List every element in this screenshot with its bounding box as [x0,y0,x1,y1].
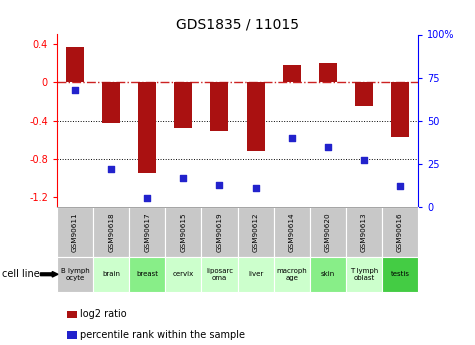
Bar [346,257,382,292]
Bar [66,47,84,82]
Text: skin: skin [321,271,335,277]
Text: GSM90613: GSM90613 [361,212,367,252]
Text: B lymph
ocyte: B lymph ocyte [61,268,89,281]
Bar [382,257,418,292]
Title: GDS1835 / 11015: GDS1835 / 11015 [176,18,299,32]
Bar [201,207,238,257]
Bar [165,207,201,257]
Bar [129,207,165,257]
Bar [165,257,201,292]
Text: percentile rank within the sample: percentile rank within the sample [80,330,245,339]
Text: GSM90614: GSM90614 [289,212,294,252]
Text: GSM90611: GSM90611 [72,212,78,252]
Point [324,144,332,149]
Bar [238,207,274,257]
Bar [319,63,337,82]
Text: GSM90615: GSM90615 [180,212,186,252]
Bar [391,82,409,137]
Bar [174,82,192,128]
Bar [210,82,228,131]
Bar [201,257,238,292]
Text: breast: breast [136,271,158,277]
Point [71,87,79,92]
Bar [274,207,310,257]
Bar [274,257,310,292]
Bar [129,257,165,292]
Bar [93,257,129,292]
Bar [382,207,418,257]
Text: liver: liver [248,271,263,277]
Text: log2 ratio: log2 ratio [80,309,126,319]
Point [107,166,115,172]
Point [396,184,404,189]
Bar [310,207,346,257]
Bar [102,82,120,123]
Bar [238,257,274,292]
Text: cell line: cell line [2,269,40,279]
Bar [138,82,156,174]
Text: GSM90617: GSM90617 [144,212,150,252]
Text: GSM90616: GSM90616 [397,212,403,252]
Text: GSM90618: GSM90618 [108,212,114,252]
Point [360,158,368,163]
Point [180,175,187,180]
Text: GSM90620: GSM90620 [325,212,331,252]
Text: T lymph
oblast: T lymph oblast [350,268,378,281]
Text: liposarc
oma: liposarc oma [206,268,233,281]
Point [143,196,151,201]
Point [252,185,259,191]
Text: GSM90619: GSM90619 [217,212,222,252]
Bar [57,207,93,257]
Text: testis: testis [390,271,409,277]
Bar [355,82,373,106]
Text: brain: brain [102,271,120,277]
Bar [247,82,265,151]
Point [216,182,223,187]
Text: cervix: cervix [173,271,194,277]
Text: macroph
age: macroph age [276,268,307,281]
Bar [57,257,93,292]
Bar [283,65,301,82]
Bar [346,207,382,257]
Point [288,135,295,141]
Bar [93,207,129,257]
Bar [310,257,346,292]
Text: GSM90612: GSM90612 [253,212,258,252]
